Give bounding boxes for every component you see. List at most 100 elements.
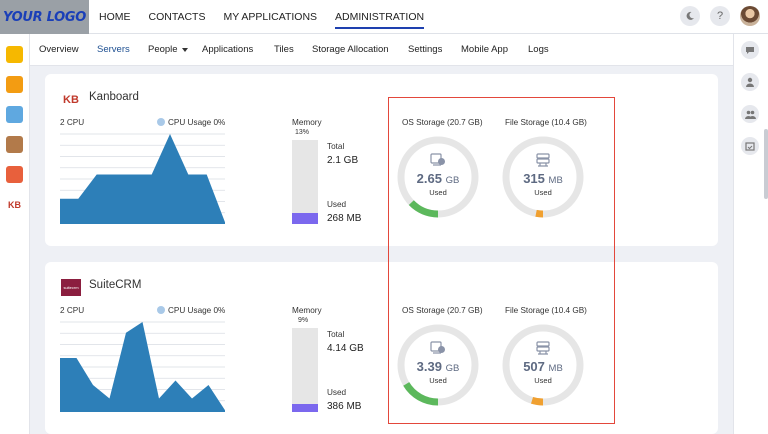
cpu-usage-chart: [60, 321, 225, 412]
help-icon[interactable]: ?: [710, 6, 730, 26]
memory-used-value: 268 MB: [327, 213, 362, 224]
os-storage-label: OS Storage (20.7 GB): [402, 306, 483, 315]
nav-administration[interactable]: ADMINISTRATION: [335, 0, 425, 34]
database-settings-icon: [430, 153, 445, 166]
server-drive-icon: [536, 341, 550, 355]
file-storage-used: 315 MB: [501, 171, 585, 186]
memory-used-label: Used: [327, 388, 347, 397]
nav-my-applications[interactable]: MY APPLICATIONS: [223, 11, 318, 23]
logo-text: YOUR LOGO: [3, 9, 86, 25]
file-storage-label: File Storage (10.4 GB): [505, 306, 587, 315]
memory-total-label: Total: [327, 330, 345, 339]
file-storage-ring: 315 MB Used: [501, 135, 585, 219]
subnav-overview[interactable]: Overview: [39, 44, 79, 55]
ring-usage-arc: [502, 136, 584, 218]
suitecrm-logo: suitecrm: [61, 279, 81, 296]
file-storage-used: 507 MB: [501, 359, 585, 374]
memory-total-label: Total: [327, 142, 345, 151]
database-settings-icon: [430, 341, 445, 354]
os-storage-used: 3.39 GB: [396, 359, 480, 374]
memory-label: Memory: [292, 118, 322, 127]
right-utility-bar: [733, 34, 768, 434]
left-app-bar: KB: [0, 34, 30, 434]
notes-app-icon[interactable]: [6, 46, 23, 63]
cpu-usage-area: [60, 134, 225, 224]
memory-percent: 9%: [298, 317, 309, 324]
cpu-usage-label: CPU Usage 0%: [168, 306, 226, 315]
admin-sub-navigation: Overview Servers People Applications Til…: [30, 34, 733, 66]
cpu-usage-label: CPU Usage 0%: [168, 118, 226, 127]
memory-total-value: 4.14 GB: [327, 343, 364, 354]
os-storage-used-label: Used: [429, 376, 447, 385]
ring-usage-arc: [397, 136, 479, 218]
chevron-down-icon[interactable]: [182, 48, 188, 52]
scrollbar-thumb[interactable]: [764, 129, 768, 199]
kanboard-app-icon[interactable]: KB: [6, 196, 23, 213]
ring-usage-arc: [397, 324, 479, 406]
subnav-applications[interactable]: Applications: [202, 44, 254, 55]
nav-home[interactable]: HOME: [99, 11, 131, 23]
tasks-app-icon[interactable]: [6, 136, 23, 153]
os-storage-ring: 3.39 GB Used: [396, 323, 480, 407]
cpu-legend-dot: [157, 118, 165, 126]
file-storage-used-unit: MB: [548, 175, 563, 186]
memory-used-label: Used: [327, 200, 347, 209]
os-storage-ring-chart: [397, 136, 479, 218]
subnav-servers[interactable]: Servers: [97, 44, 130, 55]
files-app-icon[interactable]: [6, 166, 23, 183]
ring-usage-arc: [502, 324, 584, 406]
server-card-suitecrm: suitecrm SuiteCRM 2 CPU CPU Usage 0% Mem…: [45, 262, 718, 434]
person-icon[interactable]: [741, 73, 759, 91]
server-name: SuiteCRM: [89, 279, 142, 291]
memory-percent: 13%: [295, 129, 310, 136]
os-storage-ring: 2.65 GB Used: [396, 135, 480, 219]
cpu-usage-chart: [60, 133, 225, 224]
file-storage-used-value: 315: [523, 171, 545, 186]
company-logo[interactable]: YOUR LOGO: [0, 0, 89, 34]
subnav-people[interactable]: People: [148, 44, 178, 55]
nav-contacts[interactable]: CONTACTS: [148, 11, 206, 23]
mail-app-icon[interactable]: [6, 76, 23, 93]
subnav-storage-allocation[interactable]: Storage Allocation: [312, 44, 389, 55]
file-storage-ring-chart: [502, 324, 584, 406]
memory-bar: [292, 140, 318, 224]
memory-bar-fill: [292, 404, 318, 412]
subnav-logs[interactable]: Logs: [528, 44, 549, 55]
calendar-app-icon[interactable]: [6, 106, 23, 123]
top-nav: HOME CONTACTS MY APPLICATIONS ADMINISTRA…: [99, 0, 442, 34]
memory-label: Memory: [292, 306, 322, 315]
os-storage-used-label: Used: [429, 188, 447, 197]
server-name: Kanboard: [89, 91, 139, 103]
cpu-usage-legend: CPU Usage 0%: [157, 306, 225, 315]
chat-icon[interactable]: [741, 41, 759, 59]
user-avatar[interactable]: [740, 6, 760, 26]
moon-icon[interactable]: [680, 6, 700, 26]
header-actions: ?: [680, 6, 760, 26]
cpu-legend-dot: [157, 306, 165, 314]
cpu-usage-legend: CPU Usage 0%: [157, 118, 225, 127]
os-storage-label: OS Storage (20.7 GB): [402, 118, 483, 127]
file-storage-ring-chart: [502, 136, 584, 218]
os-storage-used-value: 3.39: [416, 359, 442, 374]
subnav-settings[interactable]: Settings: [408, 44, 443, 55]
kanboard-logo: KB: [63, 93, 79, 106]
os-storage-used-unit: GB: [445, 363, 460, 374]
memory-used-value: 386 MB: [327, 401, 362, 412]
memory-total-value: 2.1 GB: [327, 155, 359, 166]
top-navigation-bar: YOUR LOGO HOME CONTACTS MY APPLICATIONS …: [0, 0, 768, 34]
cpu-usage-area: [60, 322, 225, 412]
memory-bar-fill: [292, 213, 318, 224]
group-icon[interactable]: [741, 105, 759, 123]
cpu-count-label: 2 CPU: [60, 118, 85, 127]
subnav-mobile-app[interactable]: Mobile App: [461, 44, 509, 55]
server-drive-icon: [536, 153, 550, 167]
calendar-check-icon[interactable]: [741, 137, 759, 155]
storage-highlight-box: [388, 97, 615, 424]
cpu-count-label: 2 CPU: [60, 306, 85, 315]
os-storage-used-value: 2.65: [416, 171, 442, 186]
file-storage-label: File Storage (10.4 GB): [505, 118, 587, 127]
subnav-tiles[interactable]: Tiles: [274, 44, 294, 55]
file-storage-used-unit: MB: [548, 363, 563, 374]
os-storage-ring-chart: [397, 324, 479, 406]
server-card-kanboard: KB Kanboard 2 CPU CPU Usage 0% Memory 13…: [45, 74, 718, 246]
